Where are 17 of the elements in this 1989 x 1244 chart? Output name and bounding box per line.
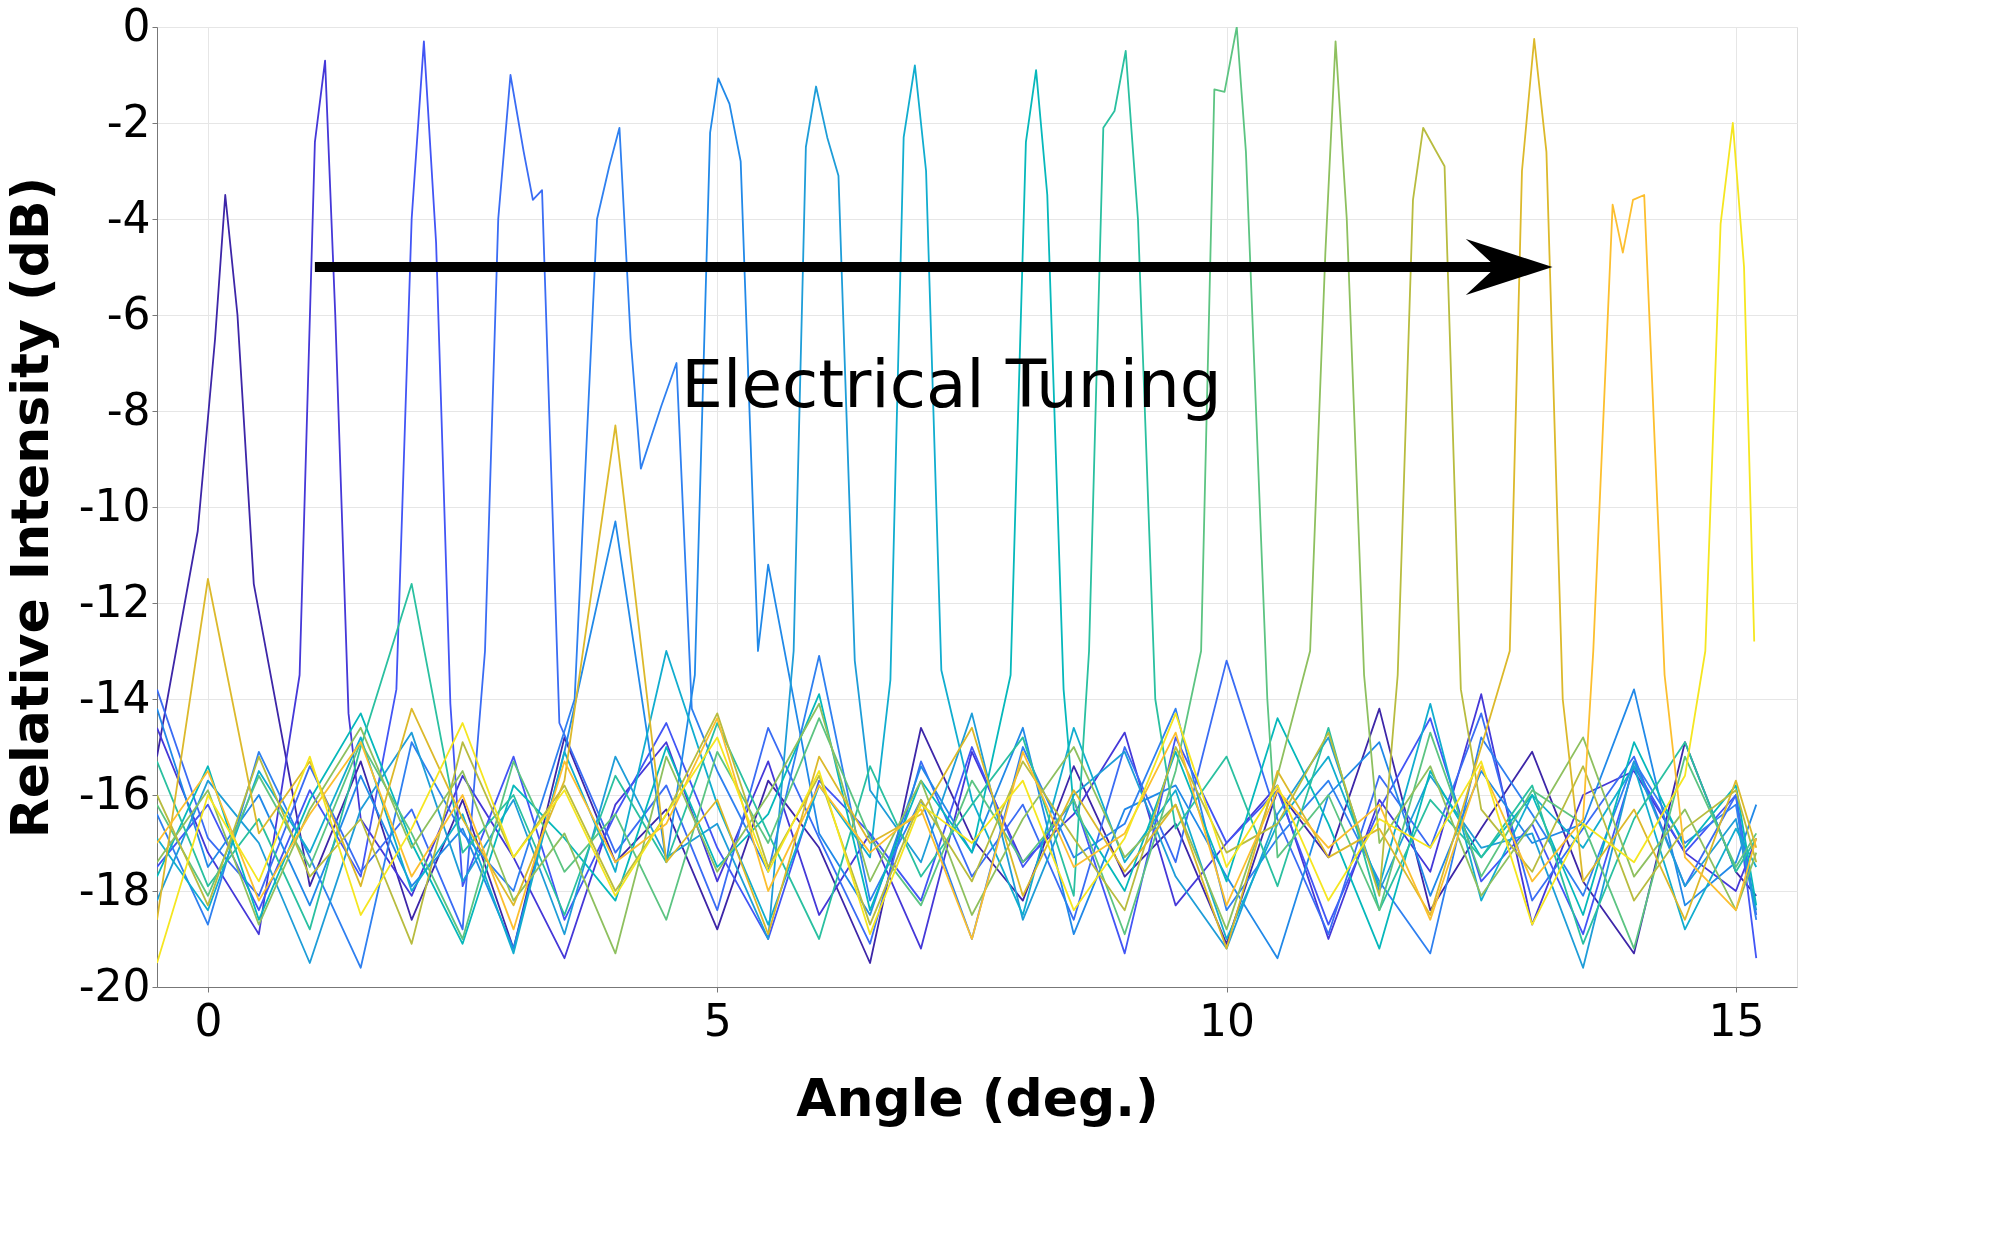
y-axis-title: Relative Intensity (dB) [0,176,60,839]
x-tick-label: 15 [1708,994,1765,1046]
y-tick-label: -18 [78,863,151,915]
x-tick-label: 5 [703,994,732,1046]
y-tick-label: -10 [78,479,151,531]
y-tick-label: -12 [78,575,151,627]
y-tick-label: -20 [78,959,151,1011]
y-tick-label: -8 [106,383,151,435]
y-tick-label: -4 [106,191,151,243]
y-tick-label: -14 [78,671,151,723]
x-axis-title: Angle (deg.) [796,1067,1159,1128]
y-tick-label: -2 [106,95,151,147]
x-tick-label: 0 [194,994,223,1046]
x-tick-label: 10 [1199,994,1256,1046]
y-tick-label: -6 [106,287,151,339]
y-tick-label: 0 [122,0,151,51]
y-tick-label: -16 [78,767,151,819]
